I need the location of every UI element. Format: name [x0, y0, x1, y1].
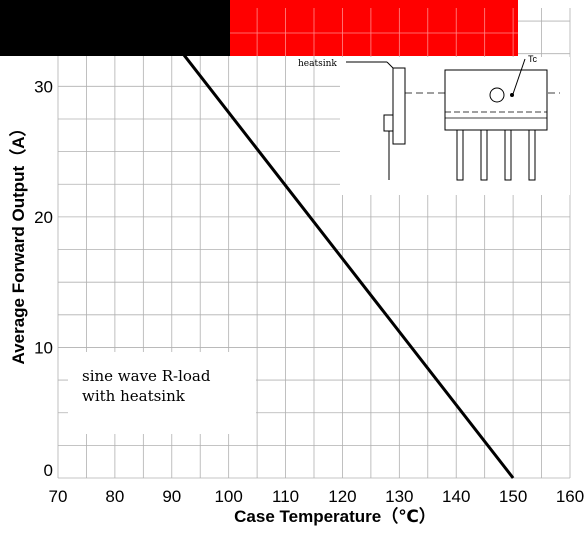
x-tick-label: 90 [162, 487, 181, 506]
annotation-background [68, 352, 256, 434]
heatsink-label: heatsink [298, 59, 337, 69]
x-tick-label: 120 [328, 487, 356, 506]
y-tick-label: 30 [34, 77, 53, 96]
y-tick-label: 0 [44, 461, 53, 480]
x-tick-label: 140 [442, 487, 470, 506]
mounting-hole [489, 87, 505, 103]
x-tick-label: 150 [499, 487, 527, 506]
x-tick-label: 130 [385, 487, 413, 506]
x-tick-label: 100 [214, 487, 242, 506]
x-axis-title: Case Temperature（℃） [234, 506, 436, 526]
tc-label: Tc [528, 54, 538, 64]
grid [57, 8, 571, 479]
package-inset: heatsink Tc [298, 54, 560, 181]
tc-leader [512, 58, 526, 95]
derating-curve [58, 19, 515, 479]
lead-4 [528, 129, 536, 181]
lead-3 [504, 129, 512, 181]
heatsink-side-tab [383, 114, 394, 132]
y-tick-label: 10 [34, 338, 53, 357]
header-red-bar [230, 0, 518, 56]
header-red-grid [230, 8, 518, 56]
tick-labels: 70 80 90 100 110 120 130 140 150 160 0 10 20 30 [34, 77, 584, 506]
annotation-line-2: with heatsink [82, 387, 186, 405]
y-axis-title: Average Forward Output（A） [8, 120, 28, 365]
y-tick-label: 20 [34, 208, 53, 227]
x-tick-label: 80 [105, 487, 124, 506]
series [58, 19, 515, 479]
x-tick-label: 70 [49, 487, 68, 506]
header-black-bar [0, 0, 230, 56]
lead-1 [456, 129, 464, 181]
x-tick-label: 160 [556, 487, 584, 506]
lead-2 [480, 129, 488, 181]
annotation-line-1: sine wave R-load [82, 367, 211, 385]
heatsink-side-view [392, 67, 406, 145]
x-tick-label: 110 [272, 487, 299, 506]
